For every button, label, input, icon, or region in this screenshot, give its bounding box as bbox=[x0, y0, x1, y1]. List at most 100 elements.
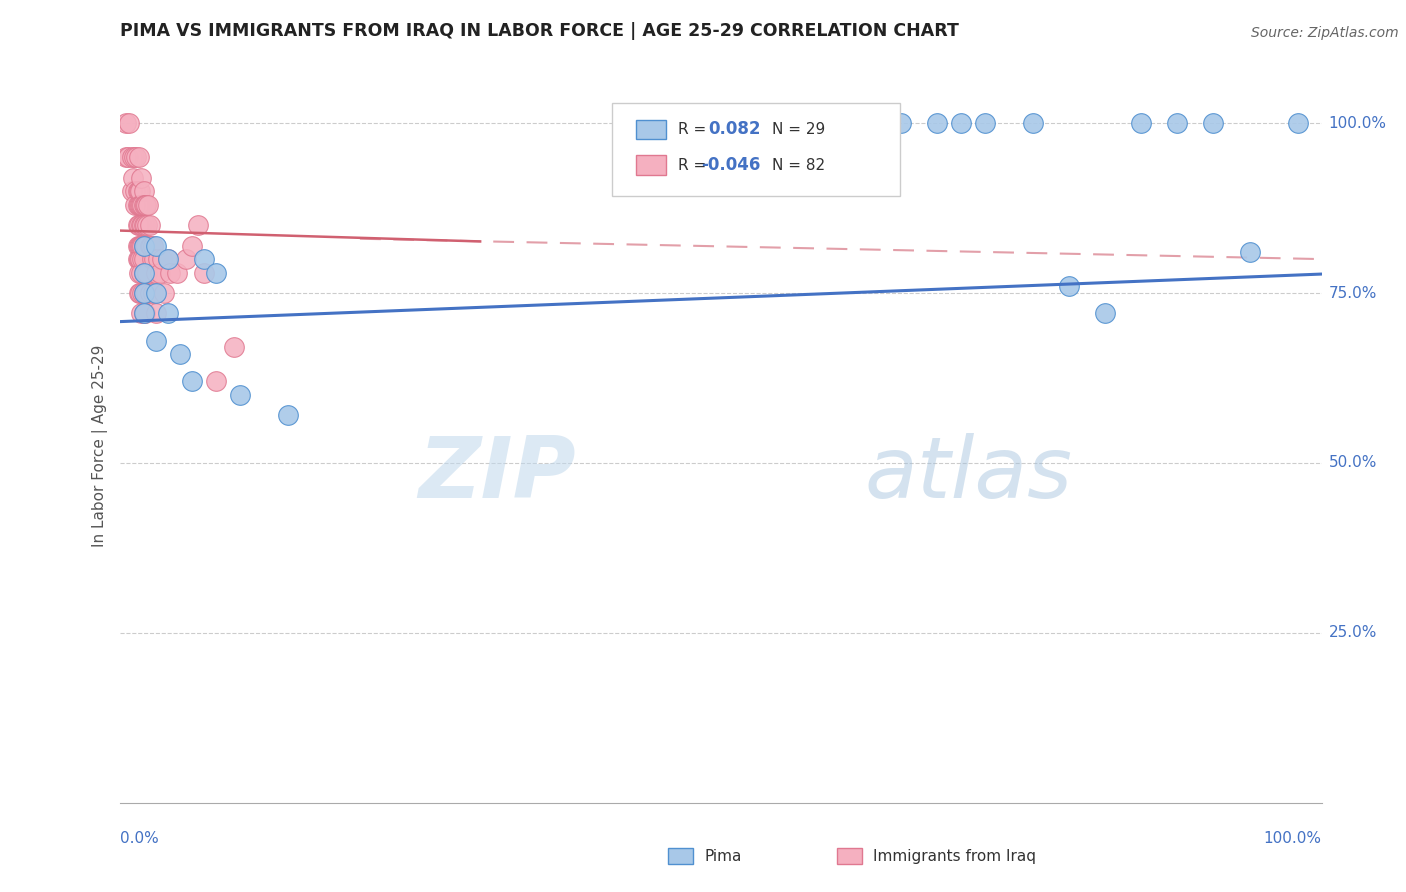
Point bbox=[1094, 306, 1116, 320]
Text: Pima: Pima bbox=[704, 849, 742, 863]
Point bbox=[204, 375, 226, 389]
Text: 25.0%: 25.0% bbox=[1329, 625, 1376, 640]
Point bbox=[1166, 116, 1188, 130]
Point bbox=[127, 252, 149, 266]
Point bbox=[277, 409, 299, 423]
Point bbox=[150, 252, 173, 266]
Point bbox=[1286, 116, 1309, 130]
Text: -0.046: -0.046 bbox=[702, 156, 761, 174]
Point bbox=[129, 184, 152, 198]
Point bbox=[141, 252, 163, 266]
Point bbox=[124, 198, 146, 212]
Text: R =: R = bbox=[678, 122, 711, 136]
Point bbox=[145, 286, 167, 301]
Point bbox=[129, 306, 152, 320]
Point bbox=[121, 170, 143, 185]
Text: N = 82: N = 82 bbox=[772, 158, 825, 172]
Point bbox=[139, 238, 162, 252]
Point bbox=[132, 238, 155, 252]
Point bbox=[129, 170, 152, 185]
Point bbox=[129, 266, 152, 280]
Point bbox=[132, 184, 155, 198]
Point bbox=[131, 218, 153, 232]
Point bbox=[145, 238, 167, 252]
Point bbox=[132, 306, 155, 320]
Point bbox=[145, 306, 167, 320]
Point bbox=[156, 252, 179, 266]
Point bbox=[121, 184, 143, 198]
Point bbox=[129, 198, 152, 212]
Point bbox=[134, 198, 156, 212]
Point bbox=[131, 198, 153, 212]
Point bbox=[138, 198, 160, 212]
Point bbox=[132, 198, 155, 212]
Point bbox=[128, 184, 150, 198]
Text: 75.0%: 75.0% bbox=[1329, 285, 1376, 301]
Text: ZIP: ZIP bbox=[419, 433, 576, 516]
Point bbox=[142, 238, 165, 252]
Point bbox=[180, 375, 202, 389]
Point bbox=[132, 286, 155, 301]
Point bbox=[135, 238, 157, 252]
Point bbox=[145, 334, 167, 348]
Point bbox=[129, 238, 152, 252]
Text: 50.0%: 50.0% bbox=[1329, 456, 1376, 470]
Text: 0.082: 0.082 bbox=[709, 120, 761, 138]
Point bbox=[135, 286, 157, 301]
Point bbox=[228, 388, 252, 402]
Point bbox=[187, 218, 209, 232]
Point bbox=[127, 184, 149, 198]
Y-axis label: In Labor Force | Age 25-29: In Labor Force | Age 25-29 bbox=[93, 345, 108, 547]
Point bbox=[180, 238, 202, 252]
Point bbox=[143, 252, 166, 266]
Point bbox=[138, 238, 160, 252]
Point bbox=[193, 252, 215, 266]
Point bbox=[169, 347, 191, 361]
Point bbox=[174, 252, 197, 266]
Point bbox=[890, 116, 912, 130]
Point bbox=[1130, 116, 1153, 130]
Text: 100.0%: 100.0% bbox=[1329, 116, 1386, 131]
Point bbox=[830, 116, 852, 130]
Point bbox=[1057, 279, 1080, 293]
Point bbox=[132, 266, 155, 280]
Point bbox=[153, 286, 176, 301]
Point bbox=[128, 198, 150, 212]
Point bbox=[114, 150, 136, 164]
Point bbox=[124, 184, 146, 198]
Point bbox=[128, 150, 150, 164]
Point bbox=[145, 266, 167, 280]
Text: Immigrants from Iraq: Immigrants from Iraq bbox=[873, 849, 1036, 863]
Text: Source: ZipAtlas.com: Source: ZipAtlas.com bbox=[1251, 26, 1399, 40]
Point bbox=[129, 198, 152, 212]
Point bbox=[128, 218, 150, 232]
Point bbox=[132, 218, 155, 232]
Point bbox=[129, 252, 152, 266]
Point bbox=[156, 252, 179, 266]
Point bbox=[132, 286, 155, 301]
Point bbox=[125, 150, 148, 164]
Point bbox=[853, 116, 876, 130]
Text: 0.0%: 0.0% bbox=[120, 831, 159, 847]
Point bbox=[128, 238, 150, 252]
Point bbox=[159, 266, 181, 280]
Point bbox=[134, 238, 156, 252]
Point bbox=[122, 150, 145, 164]
Text: 100.0%: 100.0% bbox=[1264, 831, 1322, 847]
Point bbox=[132, 266, 155, 280]
Point bbox=[132, 252, 155, 266]
Point bbox=[136, 218, 159, 232]
Point bbox=[166, 266, 188, 280]
Point bbox=[138, 218, 160, 232]
Point bbox=[129, 218, 152, 232]
Point bbox=[131, 286, 153, 301]
Point bbox=[134, 266, 156, 280]
Point bbox=[146, 252, 169, 266]
Point bbox=[132, 238, 155, 252]
Point bbox=[1022, 116, 1045, 130]
Point bbox=[949, 116, 972, 130]
Point bbox=[149, 266, 172, 280]
Point bbox=[193, 266, 215, 280]
Text: N = 29: N = 29 bbox=[772, 122, 825, 136]
Text: atlas: atlas bbox=[865, 433, 1073, 516]
